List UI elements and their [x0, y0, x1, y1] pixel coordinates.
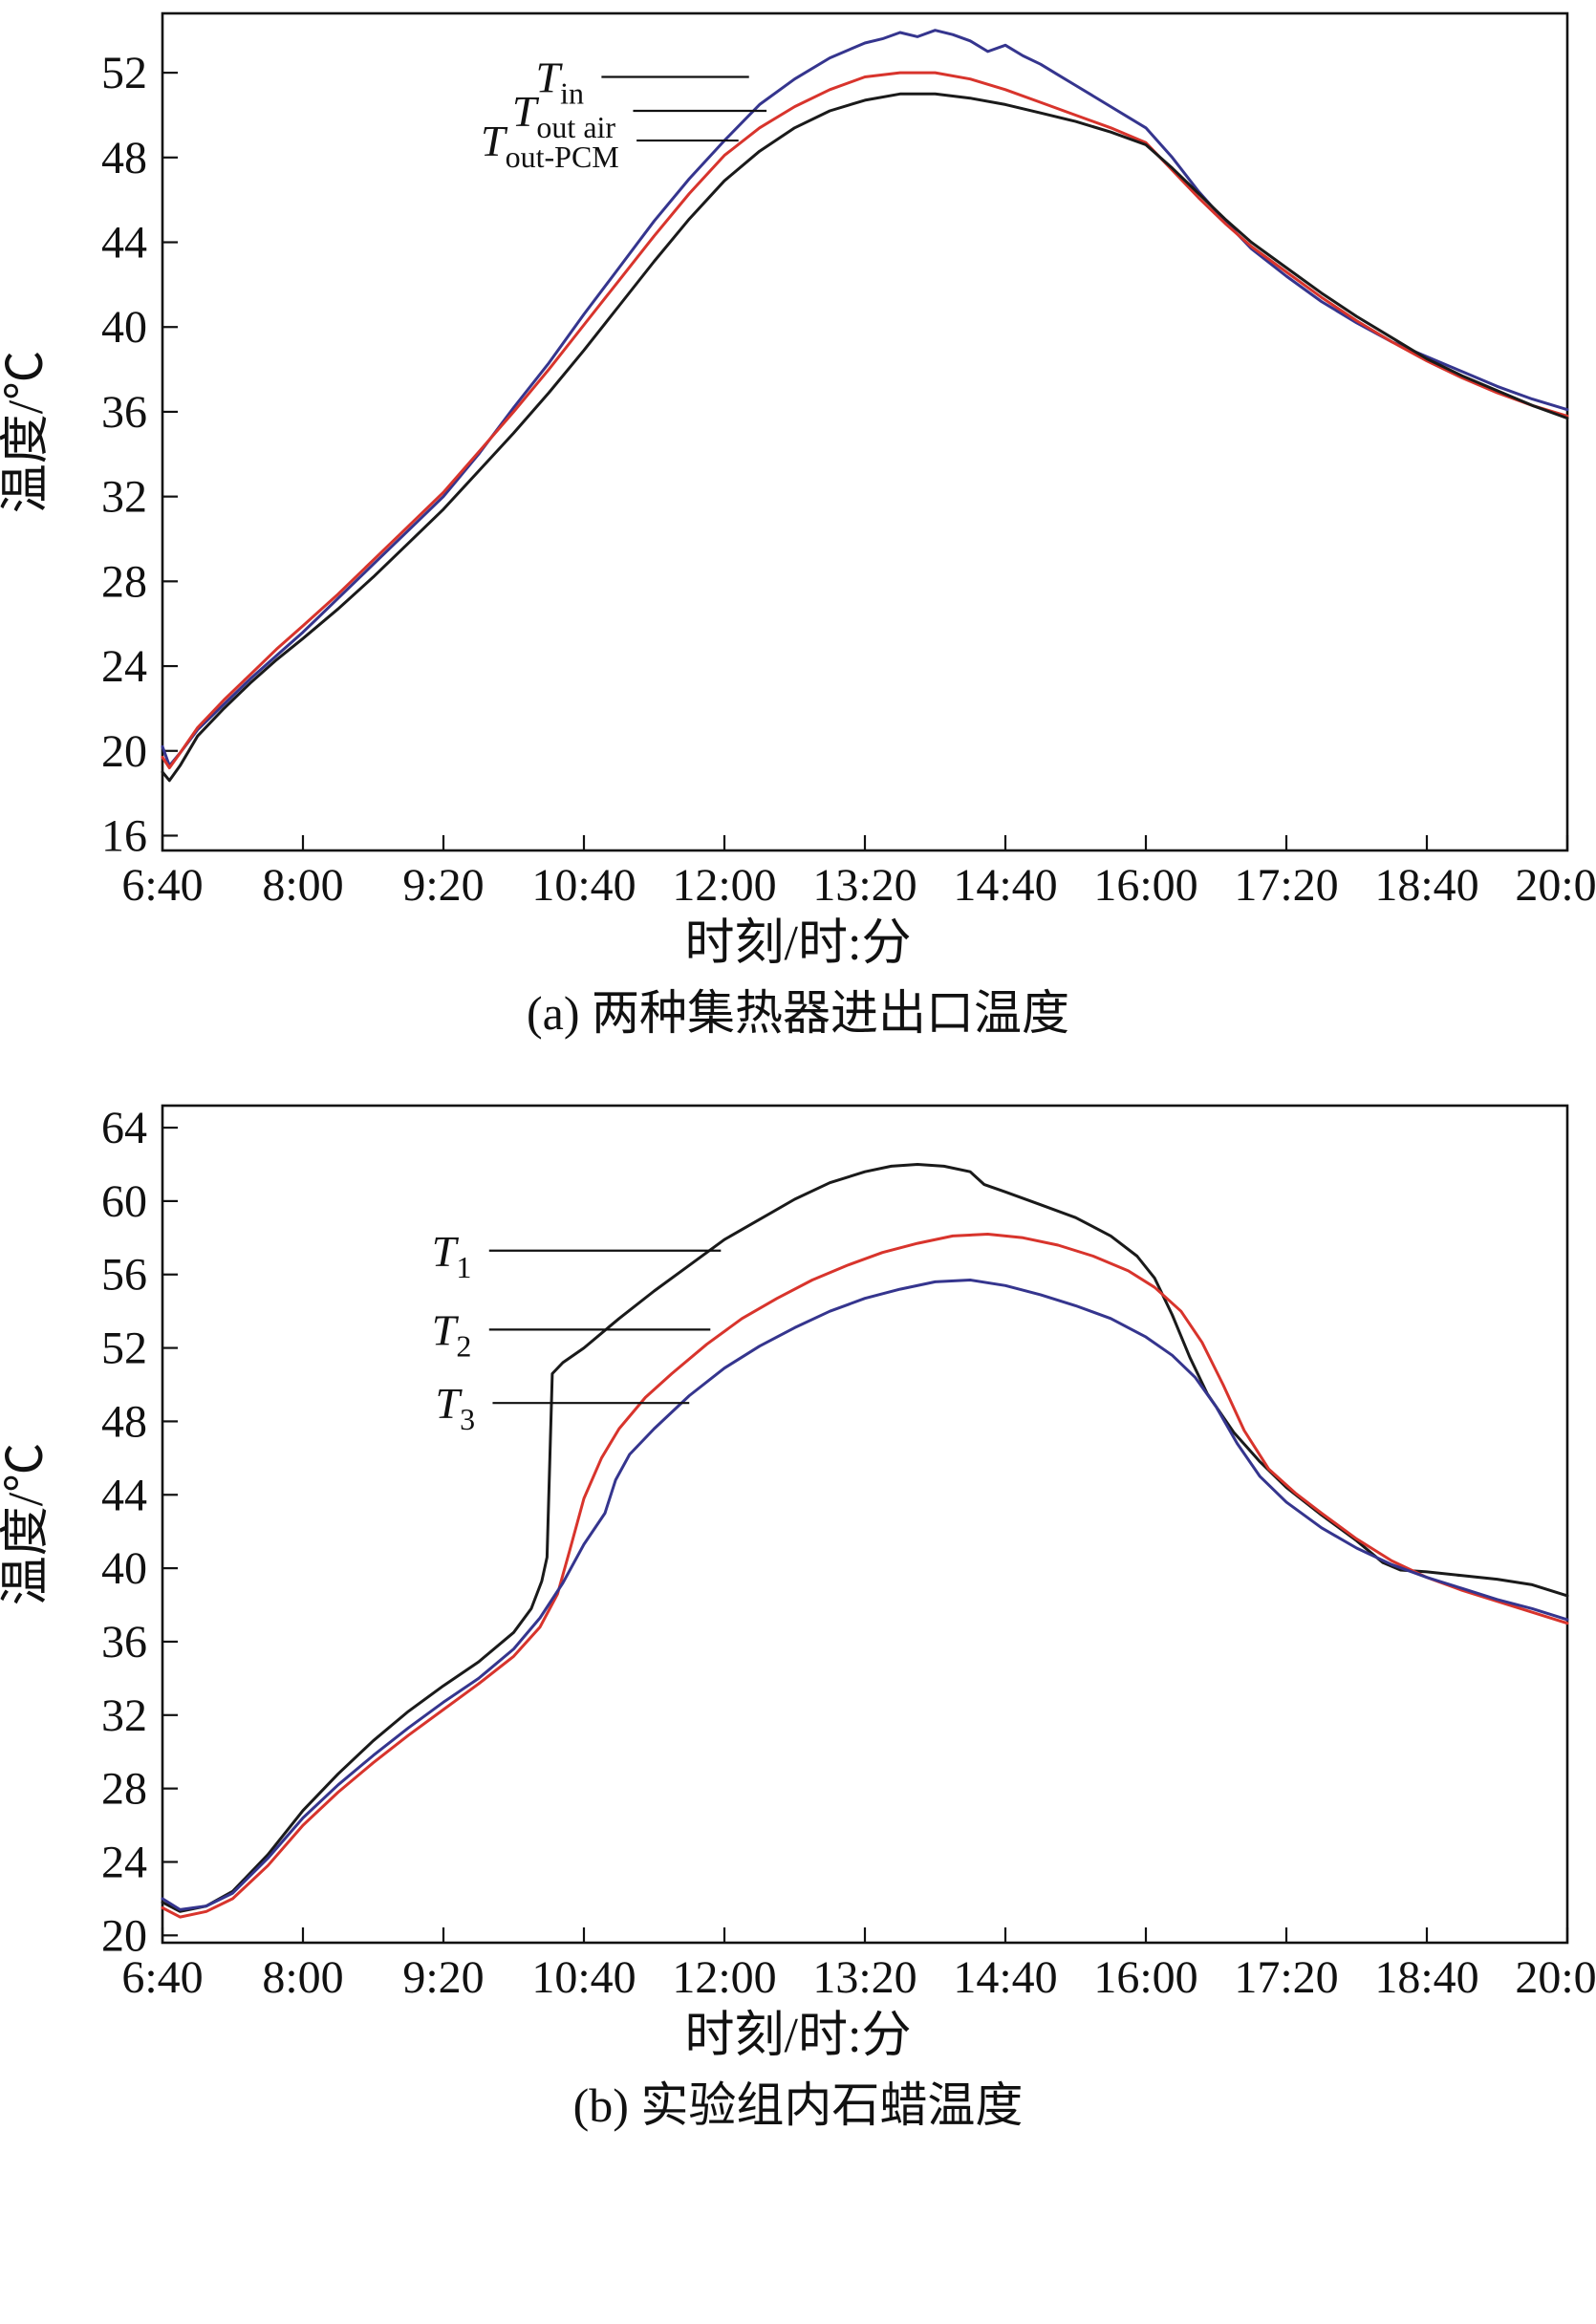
chart-b-caption: (b) 实验组内石蜡温度 — [572, 2078, 1024, 2133]
y-tick-label: 44 — [101, 218, 147, 269]
y-tick-label: 60 — [101, 1176, 147, 1227]
y-tick-label: 36 — [101, 387, 147, 438]
annotation-label: T3 — [435, 1380, 475, 1437]
y-tick-label: 52 — [101, 48, 147, 98]
y-tick-label: 40 — [101, 1543, 147, 1594]
plot-border — [161, 1104, 1569, 1945]
x-tick-label: 10:40 — [531, 860, 636, 911]
x-tick-label: 20:00 — [1515, 860, 1596, 911]
x-tick-label: 6:40 — [121, 1952, 203, 2003]
y-tick-label: 64 — [101, 1103, 147, 1153]
y-tick-label: 24 — [101, 1838, 147, 1888]
annotation-label: T1 — [432, 1227, 472, 1284]
x-tick-label: 12:00 — [672, 860, 776, 911]
x-tick-label: 18:40 — [1374, 860, 1478, 911]
plot-border — [161, 11, 1569, 852]
chart-b-x-axis-label: 时刻/时:分 — [684, 2009, 912, 2064]
y-axis-label: 温度/℃ — [0, 1443, 54, 1605]
y-tick-label: 20 — [101, 1911, 147, 1962]
y-tick-label: 32 — [101, 472, 147, 523]
x-tick-label: 12:00 — [672, 1952, 776, 2003]
chart-b: 20 24 28 32 36 40 44 48 52 56 60 64 6:40 8:00 9:20 10:4… — [0, 1096, 1596, 2133]
x-tick-label: 16:00 — [1093, 1952, 1197, 2003]
y-tick-label: 48 — [101, 1397, 147, 1448]
y-tick-label: 24 — [101, 641, 147, 692]
x-tick-label: 8:00 — [262, 1952, 343, 2003]
x-tick-label: 9:20 — [402, 1952, 484, 2003]
y-tick-label: 52 — [101, 1323, 147, 1374]
series-line-t-in — [161, 29, 1569, 767]
y-tick-label: 32 — [101, 1690, 147, 1741]
y-tick-label: 36 — [101, 1617, 147, 1668]
figure-page: 16 20 24 28 32 36 40 44 48 52 6:40 8:00 9:20 10:40 12:… — [0, 4, 1596, 2133]
y-tick-label: 16 — [101, 810, 147, 861]
series-line-t-2 — [161, 1233, 1569, 1919]
y-axis-label: 温度/℃ — [0, 351, 54, 513]
x-tick-label: 20:00 — [1515, 1952, 1596, 2003]
x-tick-label: 14:40 — [953, 1952, 1057, 2003]
x-tick-label: 9:20 — [402, 860, 484, 911]
x-tick-label: 6:40 — [121, 860, 203, 911]
x-tick-label: 17:20 — [1234, 1952, 1338, 2003]
y-tick-label: 40 — [101, 302, 147, 353]
chart-b-plot: 20 24 28 32 36 40 44 48 52 56 60 64 6:40 8:00 9:20 10:4… — [0, 1103, 1596, 2003]
x-tick-label: 10:40 — [531, 1952, 636, 2003]
x-tick-label: 13:20 — [812, 860, 917, 911]
y-tick-label: 28 — [101, 556, 147, 607]
chart-a-plot: 16 20 24 28 32 36 40 44 48 52 6:40 8:00 9:20 10:40 12:… — [0, 11, 1596, 911]
x-tick-label: 16:00 — [1093, 860, 1197, 911]
x-tick-label: 14:40 — [953, 860, 1057, 911]
chart-a-caption: (a) 两种集热器进出口温度 — [527, 985, 1069, 1040]
y-tick-label: 56 — [101, 1250, 147, 1301]
x-tick-label: 18:40 — [1374, 1952, 1478, 2003]
annotation-label: Tin — [536, 54, 584, 111]
x-tick-label: 17:20 — [1234, 860, 1338, 911]
chart-a-x-axis-label: 时刻/时:分 — [684, 916, 912, 971]
x-tick-label: 8:00 — [262, 860, 343, 911]
series-line-t-3 — [161, 1279, 1569, 1912]
chart-a: 16 20 24 28 32 36 40 44 48 52 6:40 8:00 9:20 10:40 12:… — [0, 4, 1596, 1041]
series-line-t-out-air — [161, 71, 1569, 769]
y-tick-label: 44 — [101, 1471, 147, 1521]
y-tick-label: 20 — [101, 726, 147, 777]
y-tick-label: 48 — [101, 133, 147, 183]
x-tick-label: 13:20 — [812, 1952, 917, 2003]
y-tick-label: 28 — [101, 1764, 147, 1815]
annotation-label: T2 — [432, 1306, 472, 1364]
series-line-t-out-pcm — [161, 92, 1569, 783]
